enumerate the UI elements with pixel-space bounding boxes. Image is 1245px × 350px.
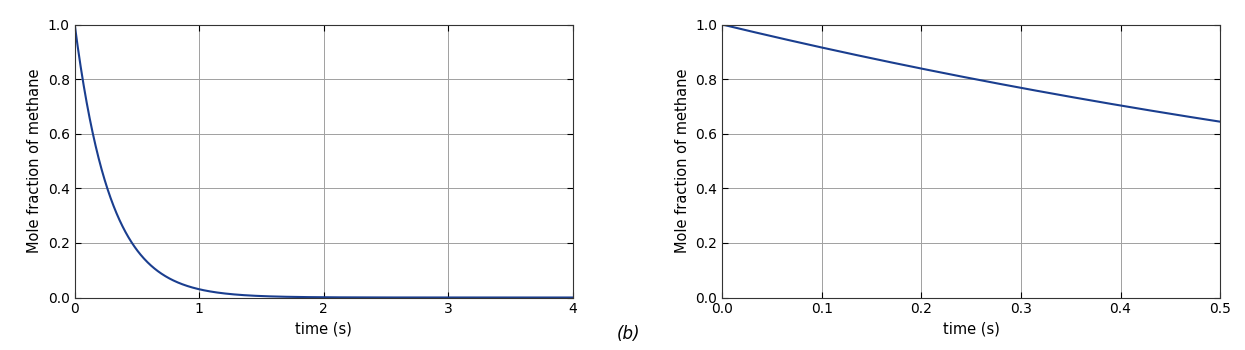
Text: (b): (b) [618, 325, 640, 343]
X-axis label: time (s): time (s) [942, 322, 1000, 337]
Y-axis label: Mole fraction of methane: Mole fraction of methane [675, 69, 690, 253]
X-axis label: time (s): time (s) [295, 322, 352, 337]
Y-axis label: Mole fraction of methane: Mole fraction of methane [27, 69, 42, 253]
